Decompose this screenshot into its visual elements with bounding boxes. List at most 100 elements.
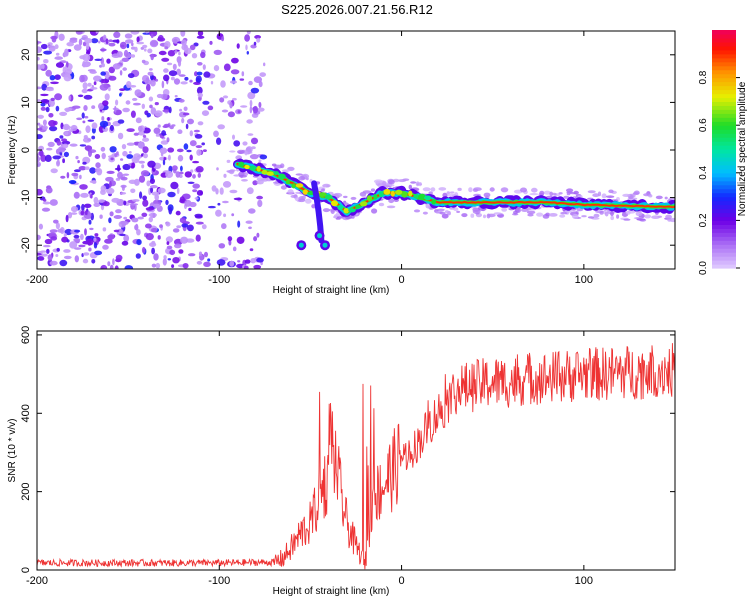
noise-speckle xyxy=(104,93,110,101)
noise-speckle xyxy=(102,100,109,106)
noise-speckle xyxy=(142,199,149,207)
trace-halo xyxy=(370,188,376,192)
noise-speckle xyxy=(93,81,97,86)
noise-speckle xyxy=(130,31,140,35)
noise-speckle xyxy=(88,219,92,225)
noise-speckle xyxy=(83,203,92,208)
trace-halo xyxy=(493,212,502,215)
colorbar-band xyxy=(712,149,736,154)
trace-halo xyxy=(322,183,331,188)
noise-speckle xyxy=(120,184,127,188)
noise-speckle xyxy=(195,166,204,173)
colorbar-band xyxy=(712,113,736,118)
noise-speckle xyxy=(250,137,259,145)
noise-speckle xyxy=(44,154,52,162)
noise-speckle xyxy=(83,135,88,139)
noise-speckle xyxy=(150,79,156,87)
colorbar-band xyxy=(712,61,736,67)
noise-speckle xyxy=(113,31,121,38)
noise-speckle xyxy=(56,247,60,252)
noise-speckle xyxy=(66,239,70,243)
noise-speckle xyxy=(91,38,99,44)
y-tick-label: -20 xyxy=(20,237,32,253)
noise-speckle xyxy=(100,146,106,152)
noise-speckle xyxy=(210,80,214,85)
noise-speckle xyxy=(259,72,267,77)
noise-speckle xyxy=(75,31,83,35)
noise-speckle xyxy=(246,119,253,124)
noise-speckle xyxy=(216,167,219,171)
noise-speckle xyxy=(93,237,97,242)
trace-knot xyxy=(343,208,349,214)
noise-speckle xyxy=(195,145,203,149)
colorbar-band xyxy=(712,105,736,110)
trace-halo xyxy=(437,208,445,212)
trace-halo xyxy=(229,150,236,153)
noise-speckle xyxy=(146,112,151,118)
noise-speckle xyxy=(219,97,225,103)
noise-speckle xyxy=(55,222,61,230)
trace-halo xyxy=(446,193,455,197)
trace-halo xyxy=(539,190,545,196)
colorbar-band xyxy=(712,129,736,134)
noise-speckle xyxy=(141,59,146,64)
trace-halo xyxy=(558,192,563,195)
noise-speckle xyxy=(167,191,176,198)
trace-halo xyxy=(587,190,596,194)
noise-speckle xyxy=(130,188,136,194)
trace-halo xyxy=(398,179,407,183)
noise-speckle xyxy=(148,216,153,223)
noise-speckle xyxy=(130,110,136,118)
noise-speckle xyxy=(227,236,233,242)
trace-halo xyxy=(298,176,306,181)
noise-speckle xyxy=(249,105,253,114)
noise-speckle xyxy=(240,105,248,108)
noise-speckle xyxy=(193,129,200,133)
colorbar-tick-label: 0.4 xyxy=(698,165,709,179)
noise-speckle xyxy=(132,199,140,202)
noise-speckle xyxy=(37,86,42,90)
noise-speckle xyxy=(82,120,86,124)
noise-speckle xyxy=(176,225,182,229)
noise-speckle xyxy=(250,258,257,264)
noise-speckle xyxy=(74,229,81,233)
noise-speckle xyxy=(254,35,261,39)
noise-speckle xyxy=(119,233,126,237)
trace-halo xyxy=(373,179,383,184)
noise-speckle xyxy=(61,236,69,243)
noise-speckle xyxy=(93,202,101,207)
noise-speckle xyxy=(62,125,71,130)
colorbar-band xyxy=(712,220,736,225)
noise-speckle xyxy=(96,168,103,176)
noise-speckle xyxy=(69,39,78,43)
noise-speckle xyxy=(233,140,241,147)
trace-halo xyxy=(438,187,447,191)
noise-speckle xyxy=(113,215,123,219)
noise-speckle xyxy=(55,254,59,257)
trace-halo xyxy=(529,193,539,196)
trace-halo xyxy=(571,214,579,219)
noise-speckle xyxy=(108,66,116,74)
noise-speckle xyxy=(150,186,154,194)
noise-speckle xyxy=(183,106,188,112)
noise-speckle xyxy=(200,51,206,59)
noise-speckle xyxy=(201,224,207,230)
noise-speckle xyxy=(105,38,109,45)
noise-speckle xyxy=(174,95,178,98)
noise-speckle xyxy=(70,212,78,215)
trace-knot xyxy=(383,188,391,195)
trace-halo xyxy=(382,181,387,187)
trace-knot xyxy=(401,191,408,198)
trace-halo xyxy=(573,190,579,195)
colorbar-band xyxy=(712,264,736,269)
trace-halo xyxy=(472,188,479,192)
noise-speckle xyxy=(100,57,105,65)
trace-halo xyxy=(526,210,536,215)
noise-speckle xyxy=(73,44,82,51)
noise-speckle xyxy=(107,155,116,159)
noise-speckle xyxy=(101,78,110,84)
noise-speckle xyxy=(64,69,73,75)
noise-speckle xyxy=(87,138,91,141)
noise-speckle xyxy=(152,213,156,218)
noise-speckle xyxy=(116,51,123,58)
